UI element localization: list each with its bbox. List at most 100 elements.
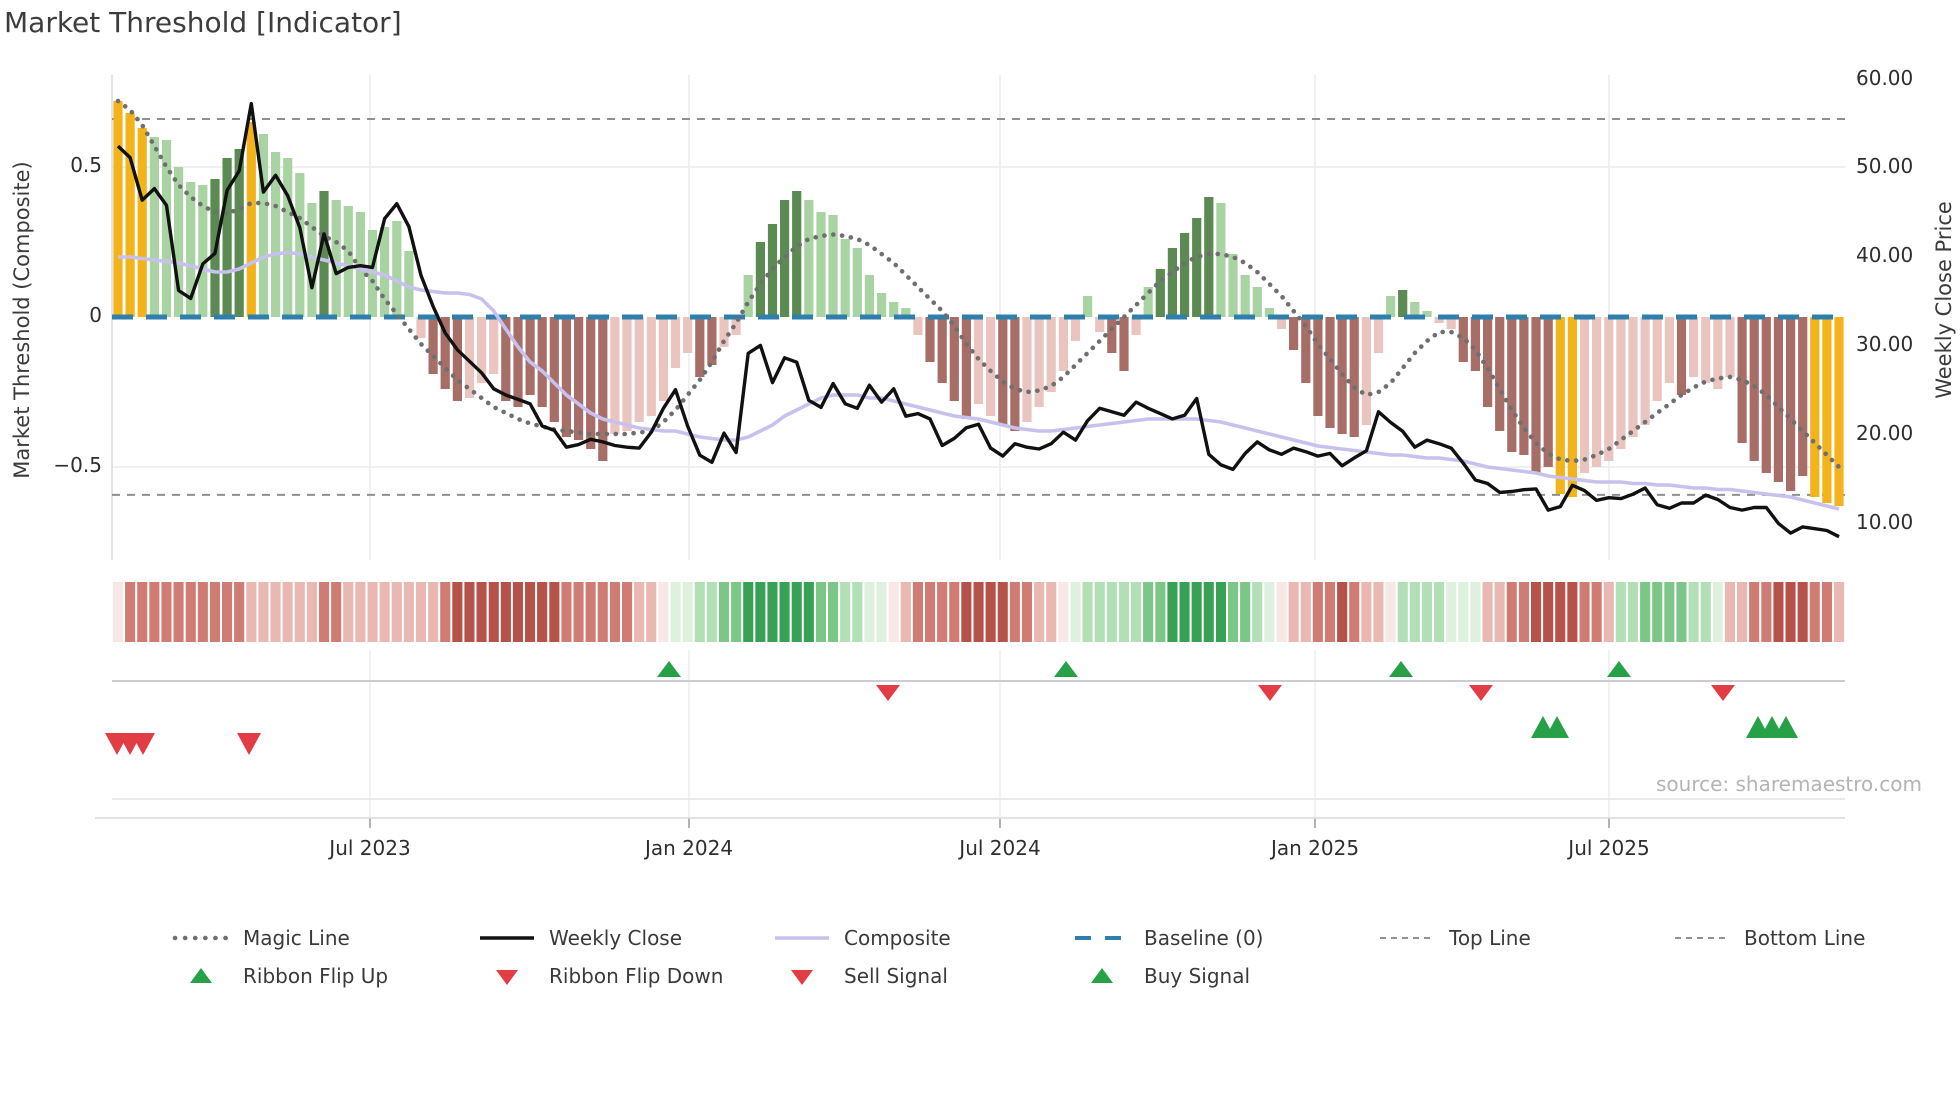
ribbon-cell — [125, 582, 136, 642]
histogram-bar — [1689, 317, 1699, 377]
histogram-bar — [174, 167, 184, 317]
composite-line — [118, 250, 1840, 511]
ribbon-cell — [1821, 582, 1832, 642]
ribbon-cell — [694, 582, 705, 642]
histogram-bar — [695, 317, 705, 377]
ribbon-cell — [779, 582, 790, 642]
histogram-bar — [1713, 317, 1723, 389]
legend-item-ribbon-flip-down[interactable]: Ribbon Flip Down — [478, 963, 723, 989]
legend-label: Bottom Line — [1744, 926, 1866, 950]
right-tick-label: 50.00 — [1856, 154, 1914, 178]
ribbon-cell — [731, 582, 742, 642]
ribbon-cell — [573, 582, 584, 642]
histogram-bar — [1276, 317, 1287, 329]
histogram-bar — [816, 212, 826, 317]
ribbon-cell — [755, 582, 766, 642]
ribbon-cell — [258, 582, 269, 642]
histogram-bar — [1361, 317, 1371, 425]
ribbon-cell — [1058, 582, 1069, 642]
histogram-bar — [780, 200, 790, 317]
ribbon-cell — [343, 582, 354, 642]
ribbon-cell — [828, 582, 839, 642]
legend-item-sell-signal[interactable]: Sell Signal — [773, 963, 948, 989]
histogram-bar — [428, 317, 438, 374]
ribbon-flip-up-marker — [1054, 661, 1078, 677]
ribbon-cell — [1761, 582, 1772, 642]
histogram-bar — [1034, 317, 1044, 407]
histogram-bar — [186, 182, 196, 317]
ribbon-cell — [1021, 582, 1032, 642]
histogram-bar — [1810, 317, 1820, 497]
legend-label: Buy Signal — [1144, 964, 1251, 988]
histogram-bar — [258, 134, 268, 317]
ribbon-cell — [222, 582, 233, 642]
ribbon-cell — [1640, 582, 1651, 642]
ribbon-cell — [1458, 582, 1469, 642]
histogram-bar — [561, 317, 571, 437]
ribbon-cell — [937, 582, 948, 642]
histogram-bar — [1046, 317, 1056, 392]
ribbon-cell — [1421, 582, 1432, 642]
histogram-bar — [658, 317, 668, 401]
histogram-bar — [1155, 269, 1165, 317]
histogram-bar — [925, 317, 935, 362]
histogram-bar — [998, 317, 1008, 425]
legend-item-composite[interactable]: Composite — [773, 925, 951, 951]
ribbon-cell — [1397, 582, 1408, 642]
histogram-bar — [1786, 317, 1796, 491]
ribbon-cell — [137, 582, 148, 642]
ribbon-cell — [670, 582, 681, 642]
ribbon-cell — [1046, 582, 1057, 642]
histogram-bar — [380, 227, 390, 317]
histogram-bar — [307, 203, 317, 317]
histogram-bar — [913, 317, 923, 335]
legend-item-top-line[interactable]: Top Line — [1378, 925, 1531, 951]
right-tick-label: 10.00 — [1856, 510, 1914, 534]
histogram-bar — [246, 122, 256, 317]
ribbon-cell — [415, 582, 426, 642]
ribbon-flip-down-marker — [1258, 685, 1282, 701]
histogram-bar — [1131, 317, 1141, 335]
ribbon-cell — [1834, 582, 1845, 642]
histogram-bar — [1325, 317, 1335, 428]
legend-label: Sell Signal — [844, 964, 948, 988]
ribbon-cell — [1591, 582, 1602, 642]
ribbon-cell — [1555, 582, 1566, 642]
legend-item-buy-signal[interactable]: Buy Signal — [1073, 963, 1250, 989]
histogram-bar — [1725, 317, 1735, 377]
ribbon-cell — [925, 582, 936, 642]
ribbon-cell — [209, 582, 220, 642]
x-tick-label: Jul 2025 — [1568, 836, 1650, 860]
ribbon-cell — [294, 582, 305, 642]
histogram-bar — [634, 317, 644, 422]
histogram-bar — [1252, 287, 1262, 317]
histogram-bar — [1022, 317, 1032, 422]
x-tick-label: Jan 2025 — [1270, 836, 1360, 860]
ribbon-cell — [1106, 582, 1117, 642]
histogram-bar — [901, 308, 911, 317]
legend-item-ribbon-flip-up[interactable]: Ribbon Flip Up — [172, 963, 388, 989]
ribbon-cell — [185, 582, 196, 642]
ribbon-cell — [1240, 582, 1251, 642]
ribbon-cell — [319, 582, 330, 642]
legend-item-bottom-line[interactable]: Bottom Line — [1673, 925, 1865, 951]
ribbon-cell — [791, 582, 802, 642]
histogram-bar — [198, 185, 208, 317]
histogram-bar — [707, 317, 717, 365]
ribbon-cell — [1276, 582, 1287, 642]
histogram-bar — [719, 317, 729, 347]
ribbon-cell — [1009, 582, 1020, 642]
histogram-bar — [489, 317, 499, 374]
histogram-bar — [549, 317, 559, 422]
histogram-bar — [852, 248, 862, 317]
histogram-bar — [828, 215, 838, 317]
ribbon-cell — [391, 582, 402, 642]
legend-item-baseline-0-[interactable]: Baseline (0) — [1073, 925, 1263, 951]
legend-item-weekly-close[interactable]: Weekly Close — [478, 925, 682, 951]
ribbon-cell — [1070, 582, 1081, 642]
legend-item-magic-line[interactable]: Magic Line — [172, 925, 350, 951]
histogram-bar — [610, 317, 620, 434]
ribbon-cell — [1773, 582, 1784, 642]
